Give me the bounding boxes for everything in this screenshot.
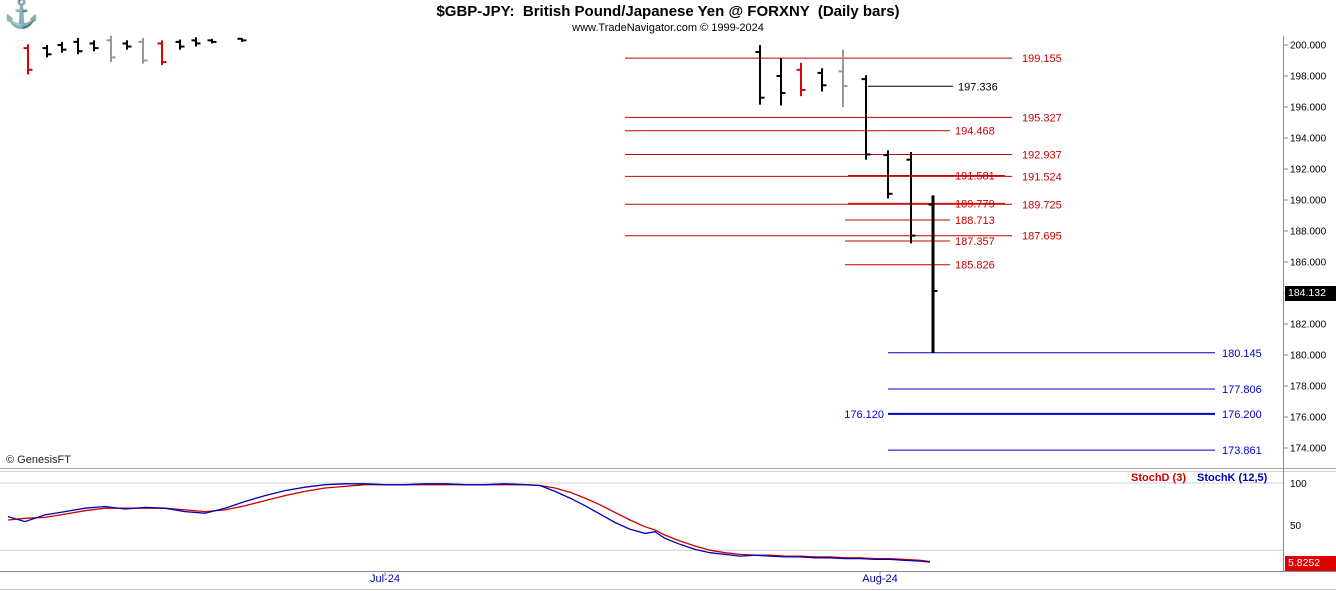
price-bar <box>817 68 827 92</box>
stoch-axis-label: 100 <box>1290 479 1307 490</box>
stochk-line <box>7 483 931 563</box>
stochk-legend-label[interactable]: StochK (12,5) <box>1197 472 1268 484</box>
level-label: 191.524 <box>1022 171 1062 183</box>
price-axis-label: 182.000 <box>1290 320 1327 331</box>
level-label: 185.826 <box>955 260 995 272</box>
genesis-copyright: © GenesisFT <box>6 454 71 466</box>
stoch-axis-label: 50 <box>1290 521 1302 532</box>
price-bar <box>89 40 99 52</box>
price-bar <box>906 151 916 244</box>
ohlc-bars <box>23 35 938 353</box>
level-label: 189.725 <box>1022 199 1062 211</box>
x-axis-label-aug: Aug-24 <box>862 573 898 585</box>
level-label: 176.200 <box>1222 409 1262 421</box>
price-axis-label: 190.000 <box>1290 196 1327 207</box>
level-label: 199.155 <box>1022 53 1062 65</box>
level-label: 192.937 <box>1022 149 1062 161</box>
level-label: 180.145 <box>1222 348 1262 360</box>
level-label: 197.336 <box>958 81 998 93</box>
price-axis-label: 186.000 <box>1290 258 1327 269</box>
x-axis-label-jul: Jul-24 <box>370 573 400 585</box>
price-bar <box>42 45 52 58</box>
level-label: 173.861 <box>1222 445 1262 457</box>
price-bar <box>207 38 217 44</box>
price-axis-label: 180.000 <box>1290 351 1327 362</box>
price-bar <box>23 44 33 75</box>
price-axis-label: 198.000 <box>1290 72 1327 83</box>
level-label: 187.357 <box>955 236 995 248</box>
price-bar <box>73 38 83 55</box>
stochd-legend-label[interactable]: StochD (3) <box>1131 472 1186 484</box>
price-axis-label: 188.000 <box>1290 227 1327 238</box>
price-bar <box>838 49 848 107</box>
level-label: 187.695 <box>1022 231 1062 243</box>
price-axis-label: 194.000 <box>1290 134 1327 145</box>
level-label: 195.327 <box>1022 112 1062 124</box>
price-axis-label: 176.000 <box>1290 413 1327 424</box>
price-levels: 199.155 197.336 195.327 194.468 192.937 191.5… <box>625 53 1262 457</box>
price-axis-label: 192.000 <box>1290 165 1327 176</box>
price-bar <box>175 39 185 50</box>
chart-title: $GBP-JPY: British Pound/Japanese Yen @ F… <box>436 3 900 20</box>
price-bar <box>57 41 67 53</box>
price-bar <box>776 58 786 106</box>
last-price-badge: 184.132 <box>1285 286 1336 301</box>
price-axis-label: 178.000 <box>1290 382 1327 393</box>
level-label: 188.713 <box>955 215 995 227</box>
price-bar <box>138 38 148 64</box>
level-label: 176.120 <box>844 409 884 421</box>
stoch-last-value-badge: 5.8252 <box>1285 556 1336 571</box>
level-label: 194.468 <box>955 126 995 138</box>
price-bar <box>928 195 938 353</box>
grid-layer <box>0 36 1336 590</box>
chart-subtitle: www.TradeNavigator.com © 1999-2024 <box>572 22 764 34</box>
level-label: 177.806 <box>1222 384 1262 396</box>
axes-layer: 200.000 198.000 196.000 194.000 192.000 190.0… <box>384 41 1327 577</box>
price-axis-label: 200.000 <box>1290 41 1327 52</box>
stoch-series <box>7 483 931 563</box>
price-bar <box>237 37 247 42</box>
price-bar <box>796 62 806 97</box>
price-bar <box>883 150 893 199</box>
price-bar <box>157 40 167 66</box>
price-bar <box>191 37 201 47</box>
price-axis-label: 174.000 <box>1290 444 1327 455</box>
trade-navigator-logo-icon: ⚓ <box>4 0 39 29</box>
price-bar <box>122 40 132 50</box>
price-bar <box>106 35 116 63</box>
price-bar <box>755 45 765 105</box>
price-axis-label: 196.000 <box>1290 103 1327 114</box>
price-bar <box>861 75 871 160</box>
